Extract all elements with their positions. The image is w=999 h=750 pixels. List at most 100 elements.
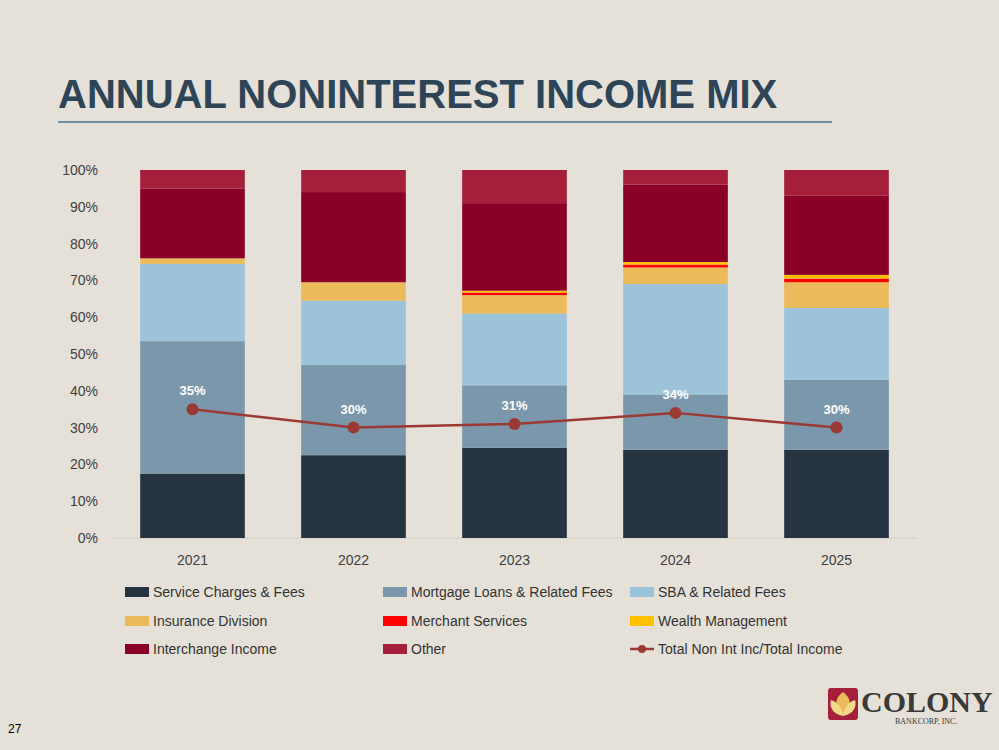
bar-segment bbox=[623, 262, 728, 265]
tick-mark bbox=[108, 170, 112, 171]
legend-swatch bbox=[383, 587, 407, 597]
bar-segment bbox=[462, 293, 567, 296]
x-tick-label: 2021 bbox=[177, 552, 208, 568]
tick-mark bbox=[108, 501, 112, 502]
title: ANNUAL NONINTEREST INCOME MIX bbox=[58, 72, 778, 116]
line-marker bbox=[831, 422, 843, 434]
tick-mark bbox=[108, 354, 112, 355]
x-tick-label: 2024 bbox=[660, 552, 691, 568]
data-labels: 35%30%31%34%30% bbox=[179, 383, 849, 416]
tick-mark bbox=[108, 206, 112, 207]
bar-segment bbox=[140, 170, 245, 188]
legend-swatch bbox=[125, 644, 149, 654]
legend-label: Wealth Management bbox=[658, 613, 787, 629]
legend-swatch bbox=[125, 616, 149, 626]
page-number: 27 bbox=[8, 722, 22, 736]
plot-marks bbox=[140, 170, 889, 538]
tick-mark bbox=[108, 243, 112, 244]
legend-label: Mortgage Loans & Related Fees bbox=[411, 584, 613, 600]
y-tick-label: 30% bbox=[70, 420, 98, 436]
bar-segment bbox=[784, 196, 889, 275]
bar-segment bbox=[301, 282, 406, 300]
data-label: 34% bbox=[662, 387, 688, 402]
bar-segment bbox=[301, 192, 406, 282]
y-tick-label: 50% bbox=[70, 346, 98, 362]
bar-segment bbox=[784, 308, 889, 380]
bar-segment bbox=[623, 268, 728, 285]
tick-mark bbox=[108, 538, 112, 539]
legend-label: Other bbox=[411, 641, 446, 657]
bar-segment bbox=[623, 450, 728, 538]
legend-label: Total Non Int Inc/Total Income bbox=[658, 641, 843, 657]
tick-mark bbox=[108, 427, 112, 428]
bar-segment bbox=[784, 170, 889, 196]
line-marker bbox=[348, 422, 360, 434]
bar-segment bbox=[623, 185, 728, 262]
x-tick-label: 2022 bbox=[338, 552, 369, 568]
y-tick-label: 90% bbox=[70, 199, 98, 215]
bar-segment bbox=[784, 450, 889, 538]
bar-segment bbox=[623, 394, 728, 449]
tick-mark bbox=[108, 464, 112, 465]
bar-segment bbox=[462, 170, 567, 203]
bar-segment bbox=[623, 284, 728, 394]
bar-segment bbox=[784, 380, 889, 450]
y-tick-label: 20% bbox=[70, 456, 98, 472]
logo-name: COLONY bbox=[861, 685, 993, 718]
x-tick-label: 2023 bbox=[499, 552, 530, 568]
tick-mark bbox=[108, 280, 112, 281]
legend-label: Insurance Division bbox=[153, 613, 267, 629]
bar-segment bbox=[623, 170, 728, 185]
bar-segment bbox=[462, 314, 567, 386]
background bbox=[0, 0, 999, 750]
bar-segment bbox=[462, 203, 567, 291]
bar-segment bbox=[140, 188, 245, 258]
bar-segment bbox=[140, 474, 245, 538]
logo: COLONYBANKCORP, INC. bbox=[828, 685, 993, 726]
line-marker bbox=[187, 403, 199, 415]
bar-segment bbox=[301, 365, 406, 455]
bar-segment bbox=[462, 295, 567, 313]
y-tick-label: 10% bbox=[70, 493, 98, 509]
data-label: 30% bbox=[340, 402, 366, 417]
logo-sub: BANKCORP, INC. bbox=[895, 717, 957, 726]
legend-swatch bbox=[638, 645, 646, 653]
y-tick-label: 70% bbox=[70, 272, 98, 288]
bar-segment bbox=[784, 279, 889, 283]
bar-segment bbox=[301, 455, 406, 538]
legend-swatch bbox=[125, 587, 149, 597]
bar-segment bbox=[140, 264, 245, 341]
logo-icon bbox=[830, 700, 855, 716]
bar-segment bbox=[623, 265, 728, 268]
legend-label: Merchant Services bbox=[411, 613, 527, 629]
line-marker bbox=[509, 418, 521, 430]
legend-swatch bbox=[383, 644, 407, 654]
line-marker bbox=[670, 407, 682, 419]
data-label: 30% bbox=[823, 402, 849, 417]
y-tick-label: 0% bbox=[78, 530, 98, 546]
y-tick-label: 80% bbox=[70, 236, 98, 252]
bar-segment bbox=[140, 341, 245, 473]
bar-segment bbox=[301, 170, 406, 192]
tick-mark bbox=[108, 317, 112, 318]
bar-segment bbox=[301, 301, 406, 365]
legend-swatch bbox=[383, 616, 407, 626]
y-tick-label: 100% bbox=[62, 162, 98, 178]
bar-segment bbox=[784, 282, 889, 308]
legend-label: SBA & Related Fees bbox=[658, 584, 786, 600]
bar-segment bbox=[140, 258, 245, 264]
legend: Service Charges & Fees Mortgage Loans & R… bbox=[125, 584, 843, 657]
legend-swatch bbox=[630, 587, 654, 597]
legend-label: Service Charges & Fees bbox=[153, 584, 305, 600]
y-tick-label: 60% bbox=[70, 309, 98, 325]
title-underline bbox=[58, 121, 832, 123]
bar-segment bbox=[784, 275, 889, 279]
logo-icon bbox=[828, 688, 858, 720]
x-tick-label: 2025 bbox=[821, 552, 852, 568]
legend-swatch bbox=[630, 616, 654, 626]
bar-segment bbox=[462, 291, 567, 293]
y-tick-label: 40% bbox=[70, 383, 98, 399]
data-label: 35% bbox=[179, 383, 205, 398]
tick-mark bbox=[108, 390, 112, 391]
bar-segment bbox=[462, 385, 567, 448]
